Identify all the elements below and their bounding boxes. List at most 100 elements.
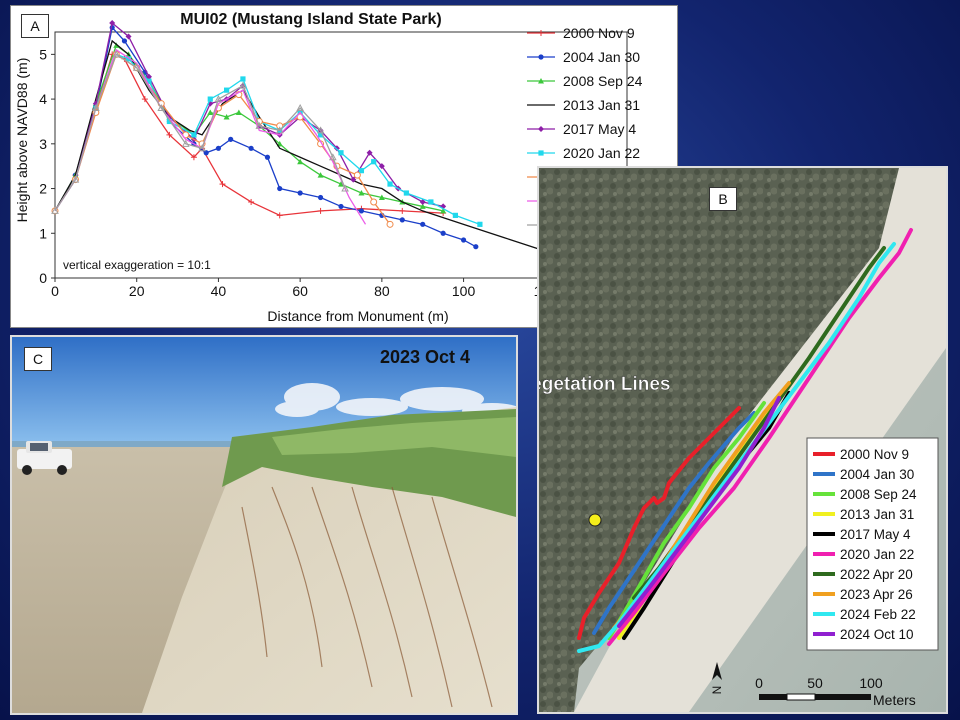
data-point xyxy=(92,103,100,112)
map-legend-label: 2024 Feb 22 xyxy=(840,607,916,622)
veg-line-2020 xyxy=(607,228,913,646)
y-tick-label: 5 xyxy=(39,46,47,62)
data-point xyxy=(71,175,80,183)
data-point xyxy=(370,198,378,206)
data-point xyxy=(440,230,446,236)
map-legend-label: 2020 Jan 22 xyxy=(840,547,914,562)
data-point xyxy=(239,81,247,89)
data-point xyxy=(125,33,132,40)
x-tick-label: 40 xyxy=(211,283,227,299)
series-2023-apr-26 xyxy=(54,48,367,225)
scale-tick-0: 0 xyxy=(755,675,763,691)
north-label: N xyxy=(710,686,724,695)
x-tick-label: 80 xyxy=(374,283,390,299)
map-legend-label: 2023 Apr 26 xyxy=(840,587,913,602)
data-point xyxy=(473,244,479,250)
data-point xyxy=(224,87,230,93)
data-point xyxy=(358,208,365,214)
pickup-truck xyxy=(17,441,72,475)
data-point xyxy=(121,38,128,44)
series-line xyxy=(54,48,367,225)
y-axis-label: Height above NAVD88 (m) xyxy=(14,58,30,223)
veg-line-2004 xyxy=(592,411,756,635)
data-point xyxy=(387,181,393,187)
scale-tick-100: 100 xyxy=(859,675,883,691)
y-tick-label: 4 xyxy=(39,91,47,107)
veg-line-2024-oct xyxy=(617,396,781,628)
map-legend-item: 2008 Sep 24 xyxy=(813,487,917,502)
legend-item: 2004 Jan 30 xyxy=(527,49,640,65)
map-legend-label: 2013 Jan 31 xyxy=(840,507,914,522)
sea-strip xyxy=(12,441,272,451)
data-point xyxy=(477,221,483,227)
map-legend-item: 2024 Feb 22 xyxy=(813,607,916,622)
y-tick-label: 2 xyxy=(39,181,47,197)
map-legend-label: 2008 Sep 24 xyxy=(840,487,917,502)
north-arrow-icon: N xyxy=(710,662,724,694)
legend-label: 2020 Jan 22 xyxy=(563,145,640,161)
data-point xyxy=(181,139,190,147)
panel-a-tag: A xyxy=(21,14,49,38)
data-point xyxy=(255,121,264,129)
data-point xyxy=(538,78,544,84)
dune-vegetation-highlight xyxy=(272,417,516,457)
data-point xyxy=(317,172,324,178)
data-point xyxy=(145,73,152,80)
legend-label: 2008 Sep 24 xyxy=(563,73,643,89)
data-point xyxy=(338,203,344,210)
beach-photo-panel: C 2023 Oct 4 xyxy=(10,335,518,715)
chart-title: MUI02 (Mustang Island State Park) xyxy=(180,11,441,28)
data-point xyxy=(297,190,303,196)
map-legend-item: 2020 Jan 22 xyxy=(813,547,914,562)
legend-item: 2013 Jan 31 xyxy=(527,97,640,113)
data-point xyxy=(207,96,213,102)
data-point xyxy=(223,113,230,120)
data-point xyxy=(358,168,365,174)
data-point xyxy=(248,145,254,151)
photo-date: 2023 Oct 4 xyxy=(380,347,471,367)
x-axis-label: Distance from Monument (m) xyxy=(267,308,448,324)
data-point xyxy=(214,95,223,103)
data-point xyxy=(440,207,447,214)
legend-item: 2020 Jan 22 xyxy=(527,145,640,161)
data-point xyxy=(538,126,544,132)
map-legend-label: 2017 May 4 xyxy=(840,527,911,542)
data-point xyxy=(277,185,283,192)
data-point xyxy=(538,150,544,156)
x-tick-label: 60 xyxy=(292,283,308,299)
map-legend: 2000 Nov 9 2004 Jan 30 2008 Sep 24 2013 Jan… xyxy=(806,437,939,651)
y-tick-label: 1 xyxy=(39,225,47,241)
x-tick-label: 0 xyxy=(51,283,59,299)
data-point xyxy=(338,181,344,187)
y-tick-label: 0 xyxy=(39,270,47,286)
series-2020-jan-22 xyxy=(52,51,483,227)
series-2013-jan-31 xyxy=(54,39,599,275)
series-line xyxy=(54,44,444,212)
data-point xyxy=(328,153,337,161)
scale-tick-50: 50 xyxy=(807,675,823,691)
map-legend-label: 2000 Nov 9 xyxy=(840,447,909,462)
veg-line-2008 xyxy=(607,401,766,640)
data-point xyxy=(228,136,234,142)
data-point xyxy=(125,56,132,62)
data-point xyxy=(366,149,373,156)
data-point xyxy=(317,194,324,201)
data-point xyxy=(203,150,209,156)
data-point xyxy=(240,76,246,82)
series-line xyxy=(54,53,346,212)
panel-b-tag: B xyxy=(709,187,737,211)
legend-label: 2004 Jan 30 xyxy=(563,49,640,65)
data-point xyxy=(428,199,434,205)
series-line xyxy=(54,39,599,275)
series-line xyxy=(54,26,477,248)
map-legend-item: 2013 Jan 31 xyxy=(813,507,914,522)
data-point xyxy=(460,237,467,243)
data-point xyxy=(420,221,426,227)
data-point xyxy=(538,54,544,60)
data-point xyxy=(316,126,325,134)
data-point xyxy=(51,206,59,214)
data-point xyxy=(403,190,409,196)
legend-label: 2017 May 4 xyxy=(563,121,636,137)
legend-item: 2017 May 4 xyxy=(527,121,636,137)
